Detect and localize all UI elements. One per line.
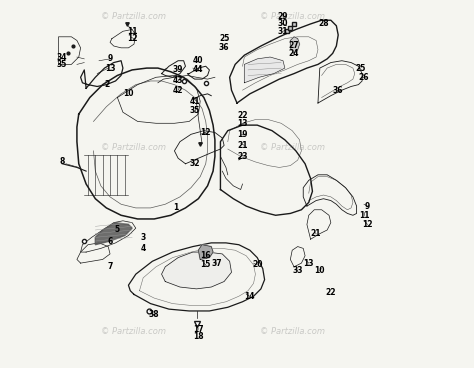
Text: 12: 12 [201,128,211,137]
Text: 3: 3 [140,233,146,242]
Text: 9: 9 [108,54,113,63]
Text: 13: 13 [237,119,248,128]
Text: 40: 40 [193,56,204,65]
Text: 27: 27 [289,42,300,50]
Text: 5: 5 [115,226,120,234]
Text: 28: 28 [318,20,329,28]
Text: 16: 16 [201,251,211,260]
Text: 35: 35 [190,106,200,115]
Text: 33: 33 [292,266,303,275]
Text: 13: 13 [303,259,314,268]
Text: 25: 25 [219,34,229,43]
Text: 9: 9 [365,202,370,210]
Text: 8: 8 [60,158,65,166]
Text: 32: 32 [190,159,200,168]
Polygon shape [162,252,231,289]
Text: 22: 22 [237,112,248,120]
Text: 29: 29 [278,12,288,21]
Text: 43: 43 [173,77,183,85]
Text: 36: 36 [219,43,229,52]
Text: 30: 30 [278,20,288,28]
Text: 15: 15 [201,261,211,269]
Text: 23: 23 [237,152,248,161]
Text: 10: 10 [123,89,134,98]
Text: 12: 12 [127,34,137,43]
Text: 19: 19 [237,130,248,139]
Text: 31: 31 [278,27,288,36]
Text: 38: 38 [149,310,160,319]
Text: © Partzilla.com: © Partzilla.com [101,327,166,336]
Text: 41: 41 [190,97,200,106]
Text: 26: 26 [359,73,369,82]
Text: 10: 10 [315,266,325,275]
Text: © Partzilla.com: © Partzilla.com [260,143,325,152]
Text: 6: 6 [108,237,113,245]
Text: 12: 12 [363,220,373,229]
Text: © Partzilla.com: © Partzilla.com [260,327,325,336]
Text: 25: 25 [355,64,365,72]
Polygon shape [291,37,300,53]
Text: 21: 21 [237,141,248,150]
Text: 13: 13 [105,64,115,72]
Text: © Partzilla.com: © Partzilla.com [260,12,325,21]
Text: 7: 7 [107,262,113,271]
Text: 36: 36 [333,86,344,95]
Text: 37: 37 [211,259,222,268]
Text: 17: 17 [193,325,204,334]
Text: 14: 14 [245,292,255,301]
Text: 24: 24 [289,49,299,58]
Text: 42: 42 [173,86,183,95]
Text: 18: 18 [193,332,204,341]
Text: 11: 11 [359,211,369,220]
Polygon shape [95,223,132,245]
Text: 44: 44 [193,66,204,74]
Text: 4: 4 [140,244,146,253]
Text: 2: 2 [104,80,109,89]
Text: 35: 35 [57,60,67,69]
Text: 1: 1 [173,204,179,212]
Text: 21: 21 [311,229,321,238]
Polygon shape [198,245,213,259]
Text: © Partzilla.com: © Partzilla.com [101,143,166,152]
Polygon shape [245,57,285,83]
Text: © Partzilla.com: © Partzilla.com [101,12,166,21]
Text: 39: 39 [173,66,183,74]
Text: 11: 11 [127,27,137,36]
Text: 20: 20 [252,261,263,269]
Text: 22: 22 [326,288,336,297]
Text: 34: 34 [57,53,67,61]
